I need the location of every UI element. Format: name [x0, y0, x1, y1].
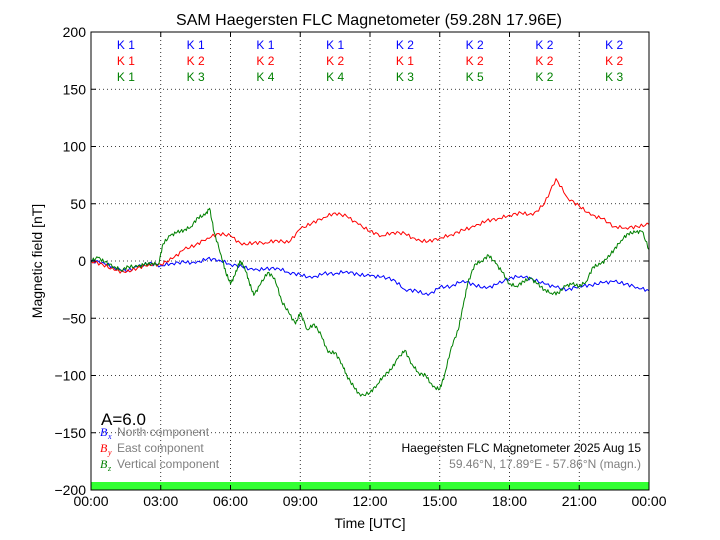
k-index-label: K 1: [256, 38, 274, 52]
x-tick-label: 06:00: [213, 493, 248, 509]
legend-label: Vertical component: [117, 457, 220, 471]
series-line-y: [90, 178, 650, 274]
k-index-label: K 2: [535, 70, 553, 84]
x-tick-label: 09:00: [283, 493, 318, 509]
legend-subscript: x: [107, 432, 112, 441]
series-layer: [90, 178, 650, 397]
k-index-label: K 2: [256, 54, 274, 68]
x-tick-label: 21:00: [562, 493, 597, 509]
k-index-labels: K 1 K 1 K 1 K 1 K 2 K 2 K 2 K 2 K 1 K 2 K 2 K 2 K 1 K…: [117, 38, 624, 84]
k-index-label: K 3: [605, 70, 623, 84]
k-index-label: K 2: [605, 54, 623, 68]
info-coords: 59.46°N, 17.89°E - 57.86°N (magn.): [449, 457, 641, 471]
x-axis-label: Time [UTC]: [334, 515, 405, 531]
y-tick-label: 50: [70, 196, 86, 212]
legend-symbol: B: [100, 441, 108, 455]
k-index-label: K 4: [256, 70, 274, 84]
y-tick-label: 100: [63, 139, 87, 155]
k-index-label: K 1: [117, 38, 135, 52]
x-tick-label: 00:00: [73, 493, 108, 509]
legend-subscript: y: [107, 448, 112, 457]
legend-subscript: z: [107, 464, 112, 473]
x-tick-label: 15:00: [422, 493, 457, 509]
series-line-z: [90, 207, 650, 397]
legend-symbol: B: [100, 457, 108, 471]
legend-symbol: B: [100, 425, 108, 439]
x-tick-label: 18:00: [492, 493, 527, 509]
y-tick-label: 150: [63, 81, 87, 97]
y-axis-label: Magnetic field [nT]: [29, 204, 45, 318]
y-tick-label: −100: [54, 368, 86, 384]
k-index-label: K 1: [187, 38, 205, 52]
legend-label: North component: [117, 425, 210, 439]
x-tick-label: 03:00: [143, 493, 178, 509]
x-tick-label: 00:00: [631, 493, 666, 509]
y-tick-label: 200: [63, 24, 87, 40]
legend-label: East component: [117, 441, 204, 455]
k-index-label: K 2: [396, 38, 414, 52]
y-tick-label: −50: [62, 310, 86, 326]
k-index-label: K 1: [396, 54, 414, 68]
grid-lines: [91, 32, 649, 490]
chart-title: SAM Haegersten FLC Magnetometer (59.28N …: [176, 12, 562, 29]
k-index-label: K 2: [605, 38, 623, 52]
k-index-label: K 2: [535, 38, 553, 52]
k-index-label: K 1: [326, 38, 344, 52]
k-index-label: K 3: [187, 70, 205, 84]
series-line-x: [90, 256, 650, 296]
k-index-label: K 5: [466, 70, 484, 84]
a-index: A=6.0: [101, 410, 146, 429]
axis-ticks: 00:00 03:00 06:00 09:00 12:00 15:00 18:00 21:00…: [54, 24, 666, 509]
y-tick-label: −200: [54, 482, 86, 498]
y-tick-label: 0: [78, 253, 86, 269]
k-index-label: K 2: [535, 54, 553, 68]
k-index-label: K 2: [326, 54, 344, 68]
k-index-label: K 2: [466, 54, 484, 68]
k-index-label: K 1: [117, 54, 135, 68]
y-tick-label: −150: [54, 425, 86, 441]
info-title: Haegersten FLC Magnetometer 2025 Aug 15: [402, 441, 642, 455]
k-index-label: K 1: [117, 70, 135, 84]
x-tick-label: 12:00: [352, 493, 387, 509]
k-index-label: K 2: [466, 38, 484, 52]
k-index-label: K 2: [187, 54, 205, 68]
k-index-label: K 4: [326, 70, 344, 84]
k-index-label: K 3: [396, 70, 414, 84]
